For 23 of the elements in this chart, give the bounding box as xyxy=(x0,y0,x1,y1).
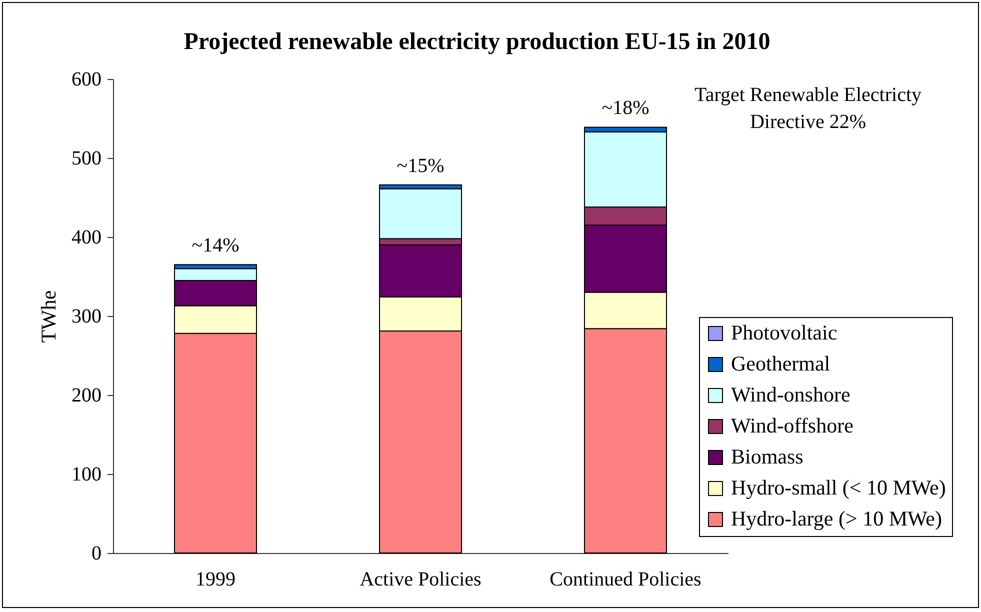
y-tick-label: 300 xyxy=(72,306,102,328)
annotation: ~14% xyxy=(192,234,240,257)
x-tick-label: Continued Policies xyxy=(550,568,702,590)
y-tick-label: 0 xyxy=(92,542,102,564)
y-axis-title: TWhe xyxy=(36,290,60,343)
annotation: ~18% xyxy=(602,97,650,120)
legend-label: Biomass xyxy=(731,444,804,468)
legend-label: Geothermal xyxy=(731,352,830,376)
annotation: ~15% xyxy=(396,154,444,177)
y-tick-label: 600 xyxy=(72,68,102,90)
y-tick-label: 200 xyxy=(72,384,102,406)
y-tick-label: 500 xyxy=(72,148,102,170)
chart-title: Projected renewable electricity production EU-15 in 2010 xyxy=(184,29,770,55)
legend-label: Photovoltaic xyxy=(731,320,838,344)
annotation: Target Renewable Electricty Directive 22% xyxy=(694,84,922,133)
y-tick-label: 100 xyxy=(72,464,102,486)
legend-label: Wind-onshore xyxy=(731,382,850,406)
x-tick-label: Active Policies xyxy=(360,568,482,590)
legend-label: Wind-offshore xyxy=(731,414,854,438)
legend-label: Hydro-small (< 10 MWe) xyxy=(731,476,946,500)
legend-label: Hydro-large (> 10 MWe) xyxy=(731,506,942,530)
x-tick-label: 1999 xyxy=(196,568,236,590)
y-tick-label: 400 xyxy=(72,226,102,248)
